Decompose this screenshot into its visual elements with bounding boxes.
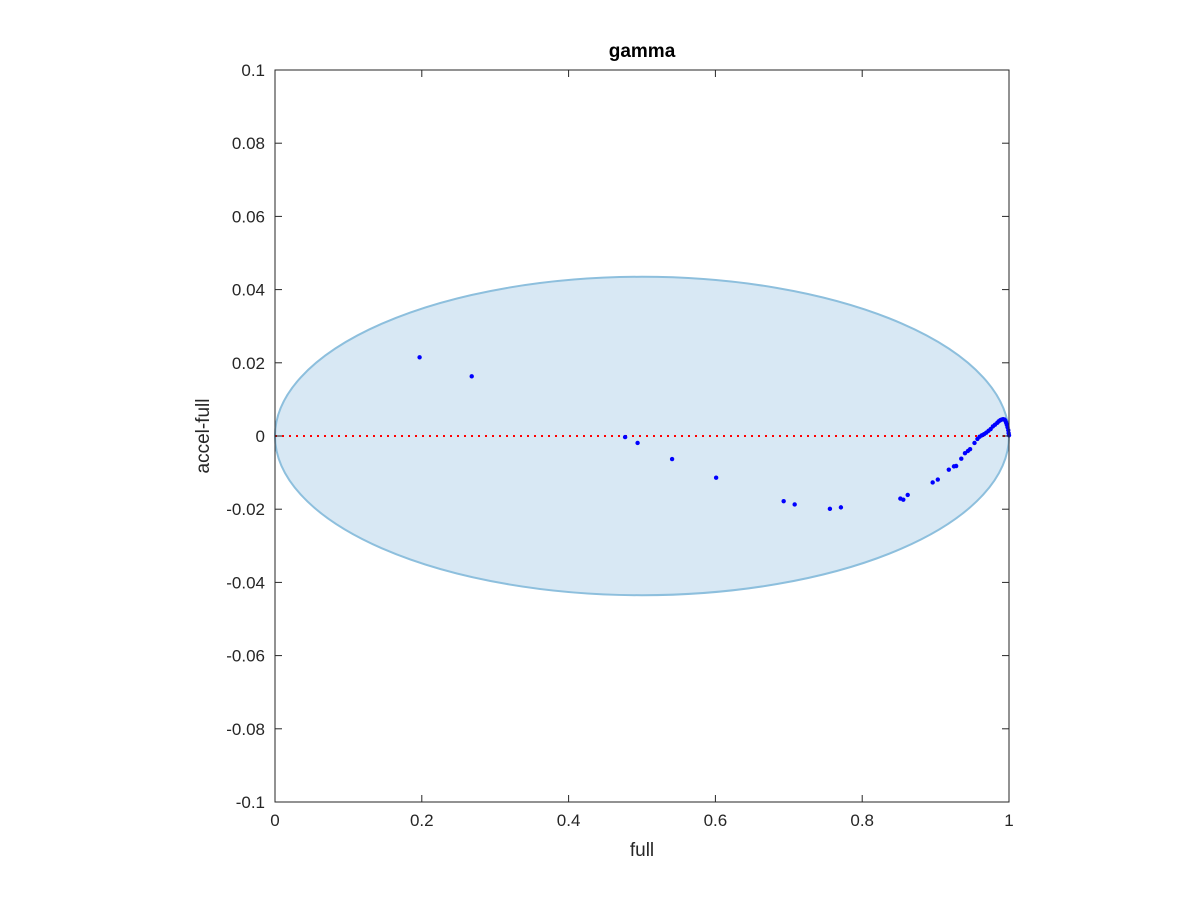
y-axis-title: accel-full — [193, 399, 214, 474]
y-tick-label: -0.08 — [226, 720, 265, 739]
y-tick-label: 0.06 — [232, 207, 265, 226]
data-point — [901, 497, 906, 502]
y-tick-label: 0.1 — [241, 61, 265, 80]
y-tick-label: 0.08 — [232, 134, 265, 153]
y-tick-label: 0.04 — [232, 281, 265, 300]
data-point — [792, 502, 797, 507]
data-point — [935, 477, 941, 482]
data-point — [946, 467, 952, 472]
data-point — [967, 446, 973, 452]
data-point — [469, 374, 474, 379]
chart-title: gamma — [609, 41, 676, 62]
data-point — [669, 456, 675, 462]
data-point — [781, 498, 786, 504]
data-point — [838, 505, 844, 510]
y-tick-label: -0.02 — [226, 500, 265, 519]
x-tick-label: 0.4 — [557, 811, 581, 830]
data-point — [827, 506, 833, 512]
data-point — [930, 480, 935, 485]
x-tick-label: 1 — [1004, 811, 1013, 830]
data-point — [905, 492, 910, 498]
x-tick-label: 0 — [270, 811, 279, 830]
y-tick-label: 0 — [256, 427, 265, 446]
x-tick-label: 0.8 — [850, 811, 874, 830]
data-point — [953, 463, 959, 469]
y-tick-label: -0.1 — [236, 793, 265, 812]
data-point — [972, 440, 977, 446]
x-tick-label: 0.2 — [410, 811, 434, 830]
x-axis-title: full — [630, 840, 654, 861]
data-point — [713, 475, 719, 480]
x-tick-label: 0.6 — [704, 811, 728, 830]
data-point — [959, 456, 964, 461]
y-tick-label: -0.04 — [226, 573, 265, 592]
y-tick-label: -0.06 — [226, 647, 265, 666]
y-tick-label: 0.02 — [232, 354, 265, 373]
data-point — [635, 440, 640, 446]
data-point — [417, 355, 422, 360]
data-point — [622, 434, 628, 440]
